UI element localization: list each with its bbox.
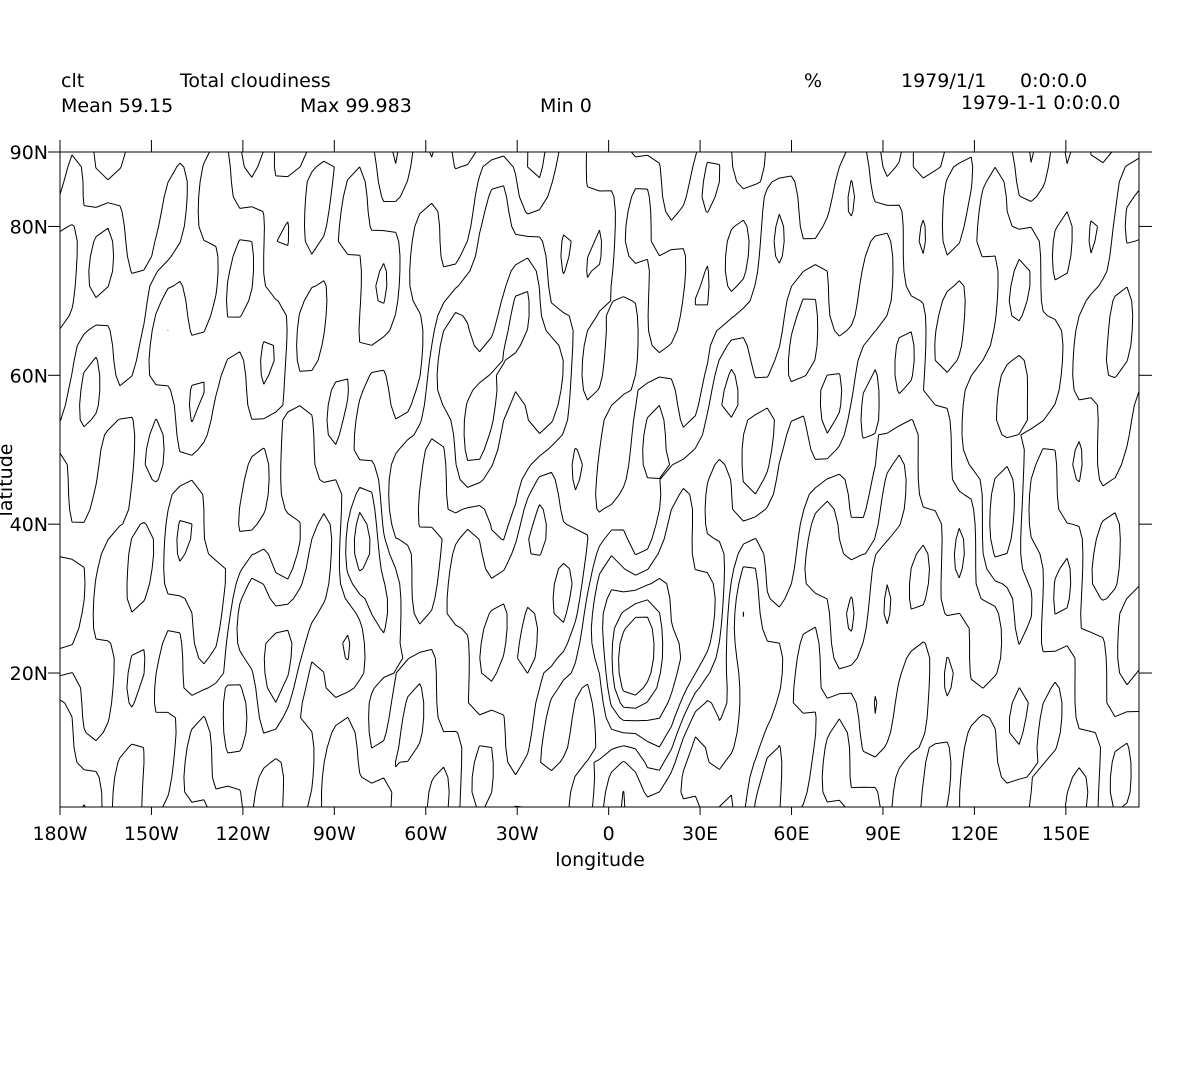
- datetime-label: 1979-1-1 0:0:0.0: [961, 92, 1121, 114]
- contour-level-60: [59, 151, 1140, 808]
- x-tick-label: 0: [603, 823, 615, 845]
- contour-level-20: [611, 599, 664, 709]
- x-tick-label: 150W: [124, 823, 179, 845]
- contour-level-30: [463, 291, 682, 722]
- contour-level-50: [59, 151, 1140, 808]
- x-tick-label: 90W: [313, 823, 356, 845]
- y-tick-label: 90N: [10, 142, 48, 164]
- y-tick-label: 40N: [10, 514, 48, 536]
- max-stat: Max 99.983: [300, 95, 412, 117]
- contour-level-10: [618, 616, 655, 696]
- contour-level-70: [59, 151, 1140, 808]
- contour-lines: [59, 151, 1140, 808]
- x-axis-label: longitude: [555, 849, 645, 871]
- date-label: 1979/1/1: [901, 70, 987, 92]
- x-tick-label: 120W: [215, 823, 270, 845]
- tick-labels: 180W 150W 120W 90W 60W 30W 0 30E 60E 90E 120E 150E 2…: [10, 142, 1090, 845]
- x-tick-label: 60E: [773, 823, 809, 845]
- x-tick-label: 180W: [32, 823, 87, 845]
- units-label: %: [804, 70, 823, 92]
- x-tick-label: 150E: [1042, 823, 1090, 845]
- y-tick-label: 80N: [10, 216, 48, 238]
- min-stat: Min 0: [540, 95, 592, 117]
- mean-stat: Mean 59.15: [61, 95, 174, 117]
- contour-level-80: [82, 227, 1031, 808]
- y-tick-label: 60N: [10, 365, 48, 387]
- x-tick-label: 60W: [404, 823, 447, 845]
- long-name: Total cloudiness: [180, 70, 331, 92]
- x-tick-label: 30W: [496, 823, 539, 845]
- contour-level-40: [263, 257, 843, 748]
- variable-name: clt: [61, 70, 85, 92]
- time-label: 0:0:0.0: [1020, 70, 1088, 92]
- x-tick-label: 30E: [682, 823, 718, 845]
- axes: [48, 140, 1152, 815]
- y-tick-label: 20N: [10, 663, 48, 685]
- y-axis-label: latitude: [0, 444, 17, 517]
- plot-frame: [59, 151, 1140, 808]
- x-tick-label: 90E: [865, 823, 901, 845]
- x-tick-label: 120E: [950, 823, 998, 845]
